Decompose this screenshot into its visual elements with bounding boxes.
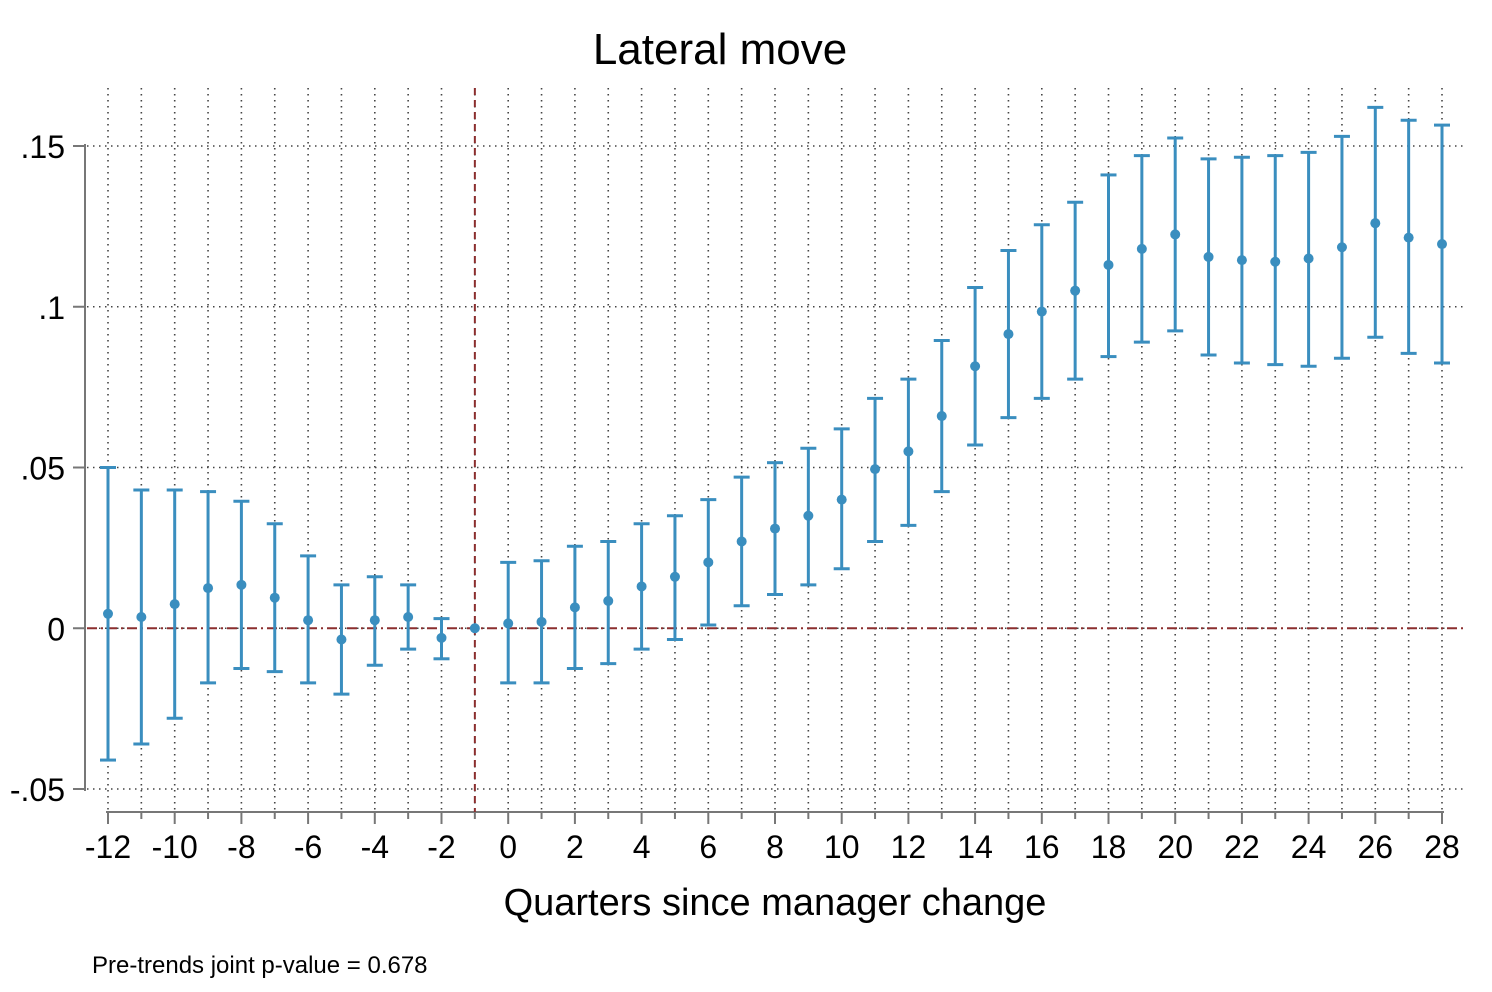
chart-title: Lateral move <box>593 25 847 74</box>
x-tick-label: 18 <box>1091 829 1127 865</box>
data-point <box>936 411 947 422</box>
data-point <box>1103 259 1114 270</box>
y-tick-label: .05 <box>21 451 65 487</box>
data-point <box>469 623 480 634</box>
data-point <box>403 611 414 622</box>
x-tick-label: -8 <box>227 829 255 865</box>
x-tick-label: 22 <box>1224 829 1260 865</box>
x-tick-label: 28 <box>1424 829 1460 865</box>
data-point <box>503 618 514 629</box>
data-point <box>203 583 214 594</box>
data-point <box>603 595 614 606</box>
data-point <box>1170 229 1181 240</box>
data-point <box>1336 242 1347 253</box>
y-tick-label: 0 <box>47 611 65 647</box>
x-tick-labels: -12 -10 -8 -6 -4 -2 0 2 4 6 8 10 12 14 16 18 20 22 24 26 28 <box>85 829 1460 865</box>
data-point <box>436 632 447 643</box>
x-tick-label: 10 <box>824 829 860 865</box>
x-tick-label: 26 <box>1358 829 1394 865</box>
data-point <box>1203 251 1214 262</box>
y-tick-label: .1 <box>38 290 65 326</box>
data-point <box>870 464 881 475</box>
pretrends-note: Pre-trends joint p-value = 0.678 <box>92 952 428 979</box>
x-tick-label: 6 <box>699 829 717 865</box>
data-point <box>1437 239 1447 250</box>
x-tick-label: 12 <box>891 829 927 865</box>
confidence-intervals <box>100 105 1450 762</box>
x-tick-label: 4 <box>633 829 651 865</box>
data-point <box>970 361 981 372</box>
axes <box>73 144 1444 824</box>
data-point <box>1370 218 1381 229</box>
data-point <box>1136 243 1147 254</box>
x-tick-label: 0 <box>499 829 517 865</box>
x-tick-label: 24 <box>1291 829 1327 865</box>
data-point <box>770 523 780 534</box>
data-point <box>1236 255 1247 266</box>
x-tick-label: 8 <box>766 829 784 865</box>
data-point <box>1003 329 1014 340</box>
data-point <box>836 494 847 505</box>
data-point <box>736 536 747 547</box>
data-point <box>903 446 914 457</box>
y-tick-labels: -.05 0 .05 .1 .15 <box>10 129 65 808</box>
data-point <box>803 510 814 521</box>
data-point <box>636 581 647 592</box>
x-tick-label: -6 <box>294 829 322 865</box>
data-point <box>536 616 547 627</box>
x-axis-label: Quarters since manager change <box>504 882 1047 924</box>
data-point <box>136 611 147 622</box>
data-point <box>303 615 314 626</box>
x-tick-label: 16 <box>1024 829 1060 865</box>
x-tick-label: 14 <box>957 829 993 865</box>
x-tick-label: -12 <box>85 829 131 865</box>
data-point <box>1303 253 1314 264</box>
data-point <box>169 599 180 610</box>
x-tick-label: 2 <box>566 829 584 865</box>
data-point <box>1070 285 1081 296</box>
point-estimates <box>103 218 1447 645</box>
data-point <box>336 634 347 645</box>
y-tick-label: -.05 <box>10 772 65 808</box>
data-point <box>369 615 380 626</box>
reference-lines <box>87 88 1465 812</box>
data-point <box>236 579 247 590</box>
x-tick-label: 20 <box>1157 829 1193 865</box>
data-point <box>569 602 580 613</box>
x-tick-label: -2 <box>427 829 455 865</box>
data-point <box>1036 306 1047 317</box>
y-tick-label: .15 <box>21 129 65 165</box>
data-point <box>1403 232 1414 243</box>
data-point <box>269 592 280 603</box>
x-tick-label: -10 <box>152 829 198 865</box>
x-tick-label: -4 <box>361 829 389 865</box>
data-point <box>103 608 113 619</box>
data-point <box>703 557 714 568</box>
data-point <box>1270 256 1281 267</box>
data-point <box>669 571 680 582</box>
grid <box>87 88 1465 810</box>
